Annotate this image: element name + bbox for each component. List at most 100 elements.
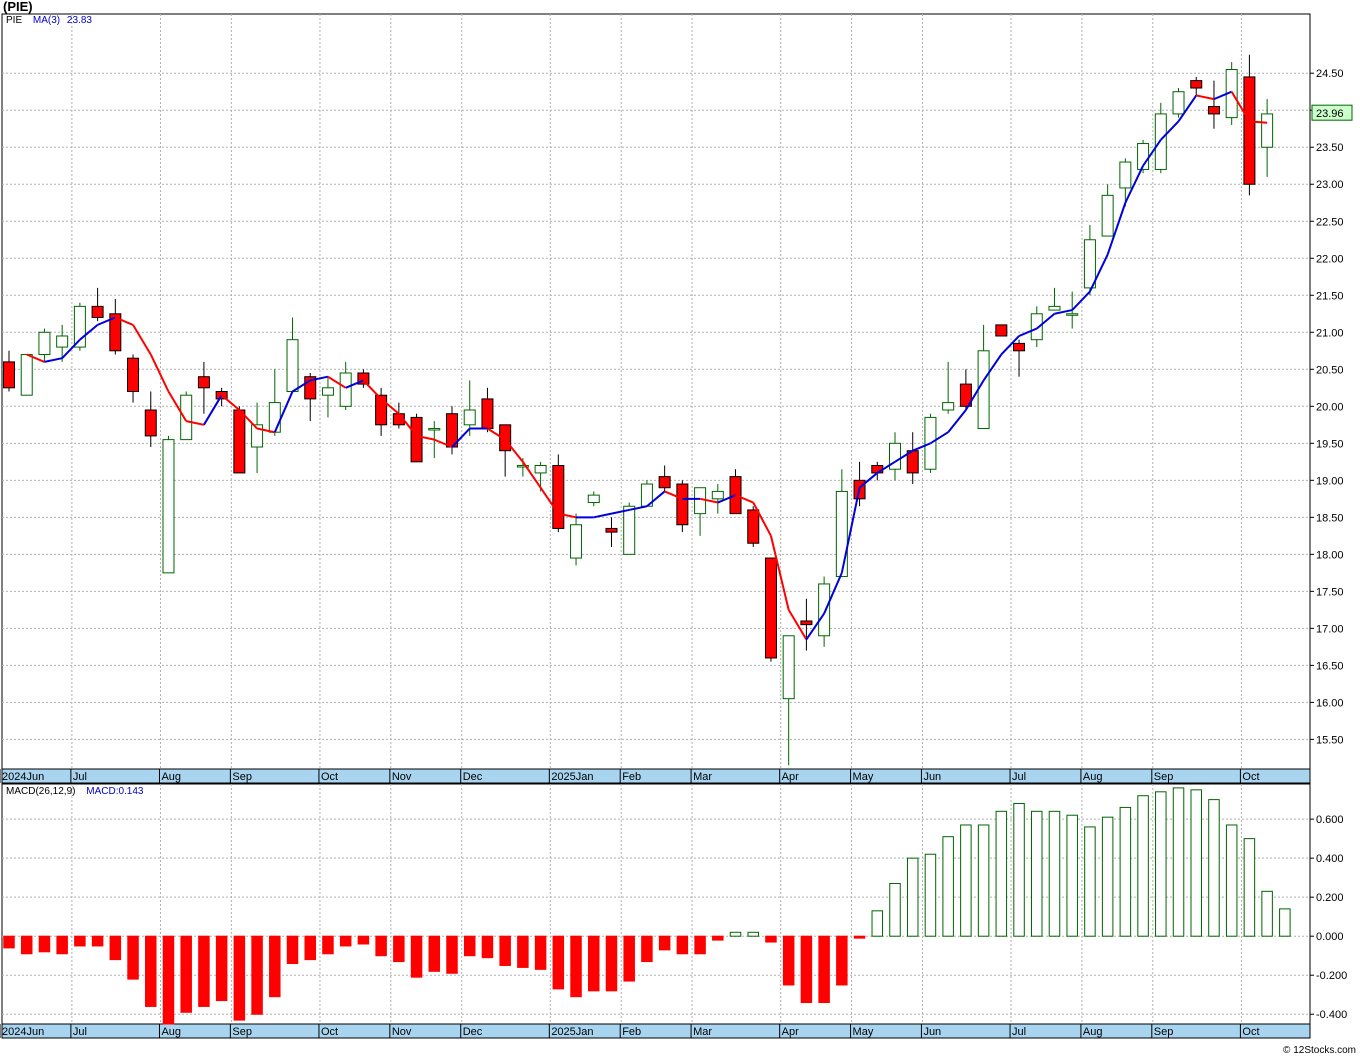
price-tick-label: 23.00 <box>1316 179 1344 191</box>
ma-segment <box>451 427 471 448</box>
candle-body <box>977 350 990 430</box>
candle-body <box>20 353 33 396</box>
macd-date-axis <box>1 1023 1311 1039</box>
copyright-text: © 12Stocks.com <box>1283 1045 1356 1056</box>
ma-segment <box>273 391 294 433</box>
month-label: Dec <box>463 771 483 783</box>
macd-bar <box>889 883 901 937</box>
candle-body <box>570 524 583 559</box>
macd-tick-label: 0.200 <box>1316 892 1344 904</box>
price-panel <box>1 13 1311 770</box>
candle-body <box>516 465 529 468</box>
ma-segment <box>522 461 542 489</box>
month-label: Oct <box>1242 1026 1259 1038</box>
candle-body <box>782 635 795 700</box>
candle-body <box>375 394 388 426</box>
candle <box>127 354 140 403</box>
candle-body <box>800 620 813 626</box>
ma-segment <box>1160 120 1180 141</box>
candle-body <box>889 442 901 470</box>
price-tick-label: 17.00 <box>1316 623 1344 635</box>
macd-bar <box>552 935 565 990</box>
month-label: Jun <box>923 771 941 783</box>
candle-body <box>304 376 317 400</box>
macd-bar <box>836 935 848 986</box>
candle <box>1030 306 1043 348</box>
ma-segment <box>1071 290 1091 311</box>
legend-ma-label: MA(3) <box>32 15 61 26</box>
month-label: Apr <box>782 1026 799 1038</box>
ma-segment <box>965 379 985 411</box>
month-label: Feb <box>622 1026 641 1038</box>
macd-bar <box>694 935 706 955</box>
candle-body <box>959 383 972 407</box>
ma-segment <box>380 398 400 415</box>
candle <box>942 361 955 414</box>
ma-segment <box>558 512 577 519</box>
candle-body <box>694 487 707 515</box>
macd-bar <box>995 810 1008 937</box>
candle <box>764 557 777 662</box>
macd-bar <box>676 935 689 955</box>
month-label: Jul <box>1012 771 1026 783</box>
ma-segment <box>44 357 63 363</box>
candle <box>1101 184 1114 237</box>
ma-segment <box>805 612 825 641</box>
macd-bar <box>286 935 299 965</box>
month-label: Sep <box>232 1026 252 1038</box>
ma-segment <box>1054 309 1073 315</box>
ma-segment <box>1089 254 1109 293</box>
month-label: Nov <box>392 1026 412 1038</box>
macd-bar <box>109 935 122 961</box>
candle <box>747 506 760 547</box>
ma-segment <box>132 324 152 356</box>
macd-bar <box>570 935 582 998</box>
macd-bar <box>800 935 813 1004</box>
macd-bar <box>906 857 919 937</box>
month-label: Jul <box>1012 1026 1026 1038</box>
candle <box>251 402 264 473</box>
month-label: Apr <box>782 771 799 783</box>
candle <box>180 391 193 441</box>
candle <box>38 328 51 362</box>
candle-body <box>3 361 15 389</box>
macd-bar <box>517 935 529 968</box>
macd-bar <box>393 935 405 963</box>
candle <box>835 469 848 578</box>
macd-bar <box>3 935 15 949</box>
ma-segment <box>238 409 258 430</box>
price-date-axis <box>1 768 1311 784</box>
macd-bar <box>180 935 192 1013</box>
candle-body <box>1243 76 1256 185</box>
month-label: Aug <box>161 1026 181 1038</box>
candle <box>800 598 813 651</box>
month-label: Oct <box>1242 771 1259 783</box>
candle <box>552 454 565 533</box>
candle <box>1190 76 1203 96</box>
month-label: Sep <box>1154 1026 1174 1038</box>
macd-tick-label: 0.600 <box>1316 814 1344 826</box>
candle-body <box>1119 161 1132 189</box>
candle-body <box>286 339 299 393</box>
macd-bar <box>145 935 157 1007</box>
macd-bar <box>623 935 635 982</box>
ma-segment <box>167 390 188 422</box>
ma-segment <box>61 338 81 359</box>
macd-bar <box>853 935 866 939</box>
candle-body <box>127 357 140 392</box>
macd-bar <box>534 935 547 970</box>
month-label: Sep <box>1154 771 1174 783</box>
price-tick-label: 21.50 <box>1316 290 1344 302</box>
candle <box>711 484 724 514</box>
candle-body <box>658 476 671 489</box>
month-label: May <box>853 1026 874 1038</box>
month-label: 2024Jun <box>2 1026 44 1038</box>
ma-segment <box>947 409 967 433</box>
candle-body <box>162 439 175 574</box>
candle-body <box>534 465 547 474</box>
ma-segment <box>1213 90 1233 101</box>
candle-body <box>38 331 51 355</box>
ma-segment <box>823 572 843 614</box>
ma-segment <box>628 505 648 511</box>
